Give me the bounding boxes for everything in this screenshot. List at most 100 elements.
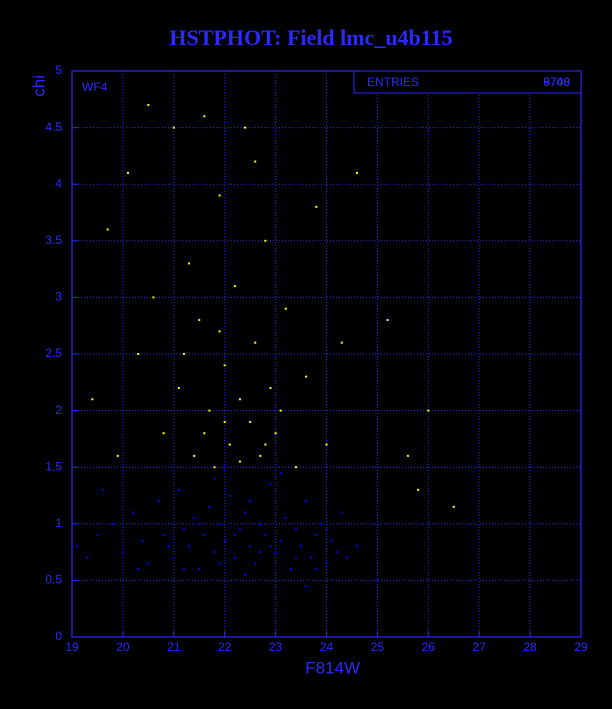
point [218, 330, 221, 333]
x-tick-label: 24 [320, 640, 334, 654]
x-tick-label: 21 [167, 640, 181, 654]
chart-title: HSTPHOT: Field lmc_u4b115 [169, 25, 452, 50]
point [325, 562, 328, 565]
point [91, 398, 94, 401]
point [289, 568, 292, 571]
x-tick-label: 25 [371, 640, 385, 654]
x-tick-label: 19 [65, 640, 79, 654]
point [223, 420, 226, 423]
point [182, 528, 185, 531]
point [386, 319, 389, 322]
point [249, 545, 252, 548]
point [162, 534, 165, 537]
x-tick-label: 20 [116, 640, 130, 654]
point [325, 443, 328, 446]
point [264, 239, 267, 242]
point [111, 522, 114, 525]
point [147, 562, 150, 565]
point [126, 171, 129, 174]
y-tick-label: 2 [55, 403, 62, 417]
point [172, 556, 175, 559]
stats-box [353, 70, 582, 94]
point [233, 534, 236, 537]
point [238, 528, 241, 531]
point [223, 364, 226, 367]
point [182, 353, 185, 355]
y-tick-label: 2.5 [45, 346, 62, 360]
point [132, 511, 135, 514]
point [218, 522, 221, 525]
point [376, 579, 379, 582]
x-tick-label: 29 [574, 640, 588, 654]
point [223, 539, 226, 542]
y-tick-label: 4.5 [45, 120, 62, 134]
point [305, 375, 308, 378]
point [294, 528, 297, 531]
point [228, 443, 231, 446]
point [269, 386, 272, 389]
point [315, 205, 318, 208]
point [244, 511, 247, 514]
point [86, 556, 89, 559]
point [96, 534, 99, 537]
point [249, 420, 252, 423]
point [147, 103, 150, 106]
y-tick-label: 0 [55, 629, 62, 643]
point [340, 341, 343, 344]
point [106, 228, 109, 231]
x-axis-label: F814W [305, 658, 360, 677]
point [305, 585, 308, 588]
x-tick-label: 28 [523, 640, 537, 654]
point [406, 454, 409, 457]
point [274, 551, 277, 554]
point [254, 160, 257, 163]
point [101, 488, 104, 491]
x-tick-label: 23 [269, 640, 283, 654]
point [294, 466, 297, 469]
point [417, 488, 420, 491]
point [228, 494, 231, 497]
stats-label: ENTRIES [367, 75, 419, 89]
point [254, 562, 257, 565]
y-tick-label: 1 [55, 516, 62, 530]
point [315, 534, 318, 537]
point [452, 505, 455, 508]
point [157, 500, 160, 503]
point [305, 500, 308, 503]
point [233, 285, 236, 288]
point [213, 477, 216, 480]
point [300, 545, 303, 548]
point [244, 126, 247, 129]
point [233, 556, 236, 559]
x-tick-label: 27 [473, 640, 487, 654]
point [177, 488, 180, 491]
y-tick-label: 5 [55, 63, 62, 77]
y-tick-label: 3 [55, 290, 62, 304]
point [218, 562, 221, 565]
point [213, 551, 216, 554]
point [249, 500, 252, 503]
stats-value: 9740 [543, 75, 570, 89]
point [193, 454, 196, 457]
point [137, 353, 140, 355]
point [356, 171, 359, 174]
point [330, 539, 333, 542]
point [254, 341, 257, 344]
x-tick-label: 22 [218, 640, 232, 654]
point [76, 545, 79, 548]
point [284, 307, 287, 310]
point [274, 432, 277, 435]
point [238, 460, 241, 463]
point [259, 522, 262, 525]
point [198, 568, 201, 571]
point [182, 568, 185, 571]
point [279, 471, 282, 474]
y-tick-label: 0.5 [45, 573, 62, 587]
point [279, 539, 282, 542]
point [335, 551, 338, 554]
point [162, 432, 165, 435]
point [137, 568, 140, 571]
y-tick-label: 1.5 [45, 459, 62, 473]
point [172, 126, 175, 129]
point [315, 568, 318, 571]
